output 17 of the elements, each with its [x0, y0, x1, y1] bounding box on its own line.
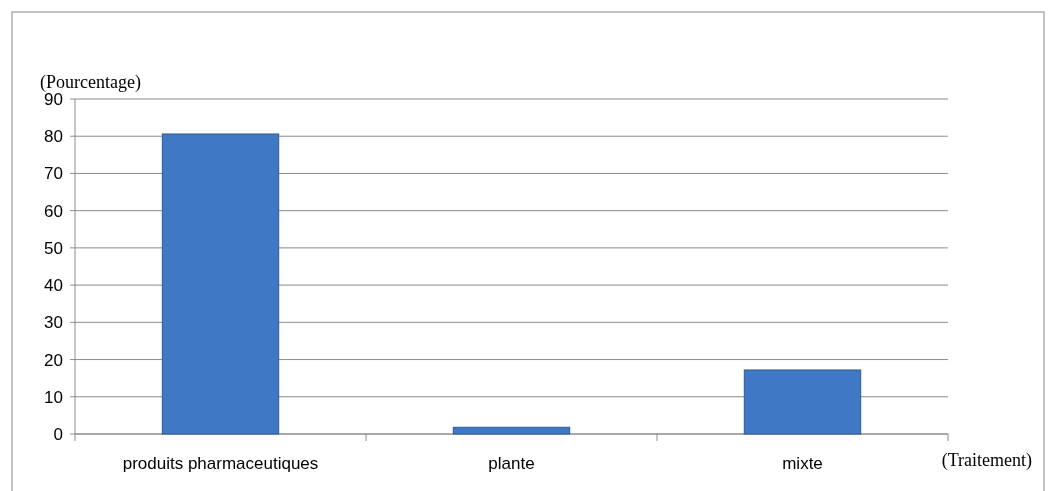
y-tick-label: 20	[44, 350, 63, 370]
y-tick-label: 10	[44, 387, 63, 407]
bar	[161, 133, 280, 435]
x-tick-label: mixte	[782, 454, 823, 473]
y-axis-title: (Pourcentage)	[40, 72, 141, 93]
y-tick-label: 0	[53, 424, 63, 444]
x-axis-title: (Traitement)	[941, 450, 1032, 471]
y-tick-label: 70	[44, 164, 63, 184]
bar	[452, 426, 571, 435]
y-tick-label: 80	[44, 127, 63, 147]
y-tick-label: 60	[44, 201, 63, 221]
y-tick-label: 40	[44, 276, 63, 296]
x-tick-label: plante	[488, 454, 535, 473]
y-tick-label: 50	[44, 238, 63, 258]
x-tick-label: produits pharmaceutiques	[122, 454, 319, 473]
y-tick-label: 30	[44, 313, 63, 333]
bar	[743, 369, 862, 435]
